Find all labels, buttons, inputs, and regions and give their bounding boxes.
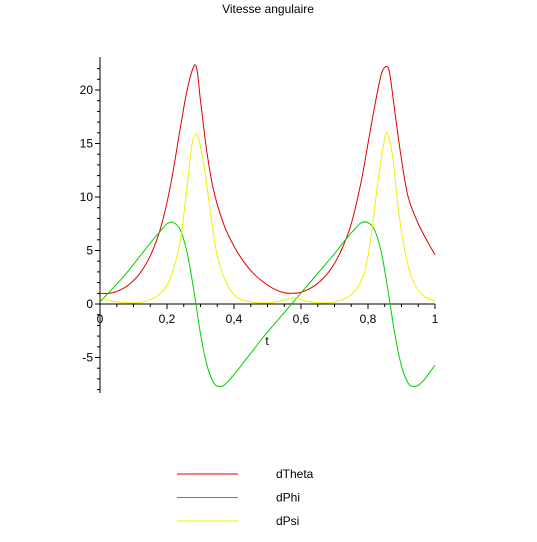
series-line-dpsi xyxy=(99,131,436,304)
y-tick-label: 15 xyxy=(80,137,94,151)
y-tick-label: 0 xyxy=(86,297,93,311)
x-axis-label: t xyxy=(265,334,269,348)
x-tick-label: 0 xyxy=(97,312,104,326)
y-tick-label: 5 xyxy=(86,244,93,258)
y-tick-label: 10 xyxy=(80,190,94,204)
y-tick-label: -5 xyxy=(82,351,93,365)
y-tick-label: 20 xyxy=(80,83,94,97)
x-tick-label: 0,8 xyxy=(360,312,377,326)
series-layer xyxy=(99,64,436,388)
chart-title: Vitesse angulaire xyxy=(222,2,314,16)
axes-group: -5 0 5 10 15 20 0 0,2 0,4 0,6 0,8 1 xyxy=(80,57,439,393)
x-tick-label: 1 xyxy=(432,312,439,326)
x-tick-label: 0,4 xyxy=(226,312,243,326)
legend-label-dpsi: dPsi xyxy=(276,514,299,528)
x-tick-label: 0,6 xyxy=(293,312,310,326)
series-line-dtheta xyxy=(99,64,436,295)
series-line-dphi xyxy=(99,221,436,388)
legend: dTheta dPhi dPsi xyxy=(177,467,314,528)
x-tick-label: 0,2 xyxy=(159,312,176,326)
legend-label-dtheta: dTheta xyxy=(276,467,314,481)
legend-label-dphi: dPhi xyxy=(276,491,300,505)
